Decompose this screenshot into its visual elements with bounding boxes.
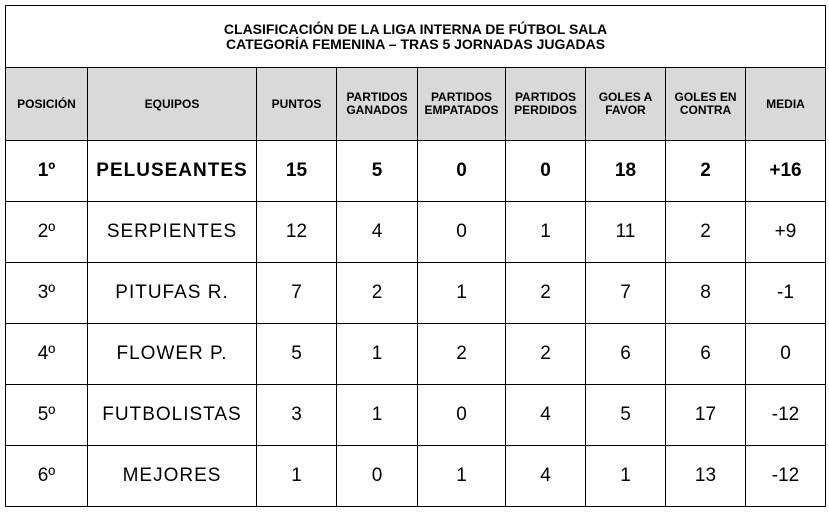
won-cell: 5 bbox=[336, 140, 418, 202]
col-header-won: PARTIDOS GANADOS bbox=[336, 67, 418, 141]
goals-for-cell: 5 bbox=[585, 384, 666, 446]
lost-cell: 2 bbox=[505, 262, 586, 324]
goals-against-cell: 8 bbox=[665, 262, 746, 324]
won-cell: 4 bbox=[336, 201, 418, 263]
goals-for-cell: 11 bbox=[585, 201, 666, 263]
points-cell: 1 bbox=[256, 445, 337, 507]
goals-for-cell: 1 bbox=[585, 445, 666, 507]
points-cell: 5 bbox=[256, 323, 337, 385]
points-cell: 7 bbox=[256, 262, 337, 324]
difference-cell: -12 bbox=[745, 384, 826, 446]
lost-cell: 0 bbox=[505, 140, 586, 202]
team-name-cell: MEJORES bbox=[87, 445, 257, 507]
won-cell: 2 bbox=[336, 262, 418, 324]
team-name-cell: PELUSEANTES bbox=[87, 140, 257, 202]
goals-against-cell: 6 bbox=[665, 323, 746, 385]
position-cell: 6º bbox=[5, 445, 88, 507]
table-row: 4º FLOWER P. 5 1 2 2 6 6 0 bbox=[5, 323, 826, 385]
title-line-2: CATEGORÍA FEMENINA – TRAS 5 JORNADAS JUG… bbox=[225, 35, 606, 52]
won-cell: 0 bbox=[336, 445, 418, 507]
table-row: 1º PELUSEANTES 15 5 0 0 18 2 +16 bbox=[5, 140, 826, 202]
won-cell: 1 bbox=[336, 384, 418, 446]
position-cell: 2º bbox=[5, 201, 88, 263]
col-header-lost: PARTIDOS PERDIDOS bbox=[505, 67, 586, 141]
col-header-teams: EQUIPOS bbox=[87, 67, 257, 141]
won-cell: 1 bbox=[336, 323, 418, 385]
table-row: 3º PITUFAS R. 7 2 1 2 7 8 -1 bbox=[5, 262, 826, 324]
team-name-cell: FUTBOLISTAS bbox=[87, 384, 257, 446]
standings-table: CLASIFICACIÓN DE LA LIGA INTERNA DE FÚTB… bbox=[5, 5, 826, 507]
col-header-drawn: PARTIDOS EMPATADOS bbox=[417, 67, 506, 141]
drawn-cell: 1 bbox=[417, 445, 506, 507]
position-cell: 1º bbox=[5, 140, 88, 202]
col-header-points: PUNTOS bbox=[256, 67, 337, 141]
drawn-cell: 0 bbox=[417, 384, 506, 446]
title-row: CLASIFICACIÓN DE LA LIGA INTERNA DE FÚTB… bbox=[5, 5, 826, 68]
difference-cell: +16 bbox=[745, 140, 826, 202]
lost-cell: 4 bbox=[505, 384, 586, 446]
header-row: POSICIÓN EQUIPOS PUNTOS PARTIDOS GANADOS… bbox=[5, 67, 826, 141]
goals-for-cell: 7 bbox=[585, 262, 666, 324]
difference-cell: 0 bbox=[745, 323, 826, 385]
difference-cell: -1 bbox=[745, 262, 826, 324]
goals-for-cell: 18 bbox=[585, 140, 666, 202]
col-header-difference: MEDIA bbox=[745, 67, 826, 141]
position-cell: 3º bbox=[5, 262, 88, 324]
points-cell: 3 bbox=[256, 384, 337, 446]
table-title: CLASIFICACIÓN DE LA LIGA INTERNA DE FÚTB… bbox=[5, 5, 826, 68]
table-row: 5º FUTBOLISTAS 3 1 0 4 5 17 -12 bbox=[5, 384, 826, 446]
position-cell: 5º bbox=[5, 384, 88, 446]
team-name-cell: FLOWER P. bbox=[87, 323, 257, 385]
drawn-cell: 1 bbox=[417, 262, 506, 324]
goals-against-cell: 17 bbox=[665, 384, 746, 446]
lost-cell: 2 bbox=[505, 323, 586, 385]
team-name-cell: SERPIENTES bbox=[87, 201, 257, 263]
table-row: 6º MEJORES 1 0 1 4 1 13 -12 bbox=[5, 445, 826, 507]
difference-cell: -12 bbox=[745, 445, 826, 507]
table-row: 2º SERPIENTES 12 4 0 1 11 2 +9 bbox=[5, 201, 826, 263]
drawn-cell: 0 bbox=[417, 140, 506, 202]
goals-against-cell: 2 bbox=[665, 140, 746, 202]
drawn-cell: 0 bbox=[417, 201, 506, 263]
team-name-cell: PITUFAS R. bbox=[87, 262, 257, 324]
position-cell: 4º bbox=[5, 323, 88, 385]
lost-cell: 1 bbox=[505, 201, 586, 263]
difference-cell: +9 bbox=[745, 201, 826, 263]
points-cell: 12 bbox=[256, 201, 337, 263]
col-header-goals-against: GOLES EN CONTRA bbox=[665, 67, 746, 141]
lost-cell: 4 bbox=[505, 445, 586, 507]
points-cell: 15 bbox=[256, 140, 337, 202]
goals-against-cell: 13 bbox=[665, 445, 746, 507]
title-line-1: CLASIFICACIÓN DE LA LIGA INTERNA DE FÚTB… bbox=[223, 20, 608, 37]
col-header-position: POSICIÓN bbox=[5, 67, 88, 141]
drawn-cell: 2 bbox=[417, 323, 506, 385]
goals-against-cell: 2 bbox=[665, 201, 746, 263]
goals-for-cell: 6 bbox=[585, 323, 666, 385]
col-header-goals-for: GOLES A FAVOR bbox=[585, 67, 666, 141]
